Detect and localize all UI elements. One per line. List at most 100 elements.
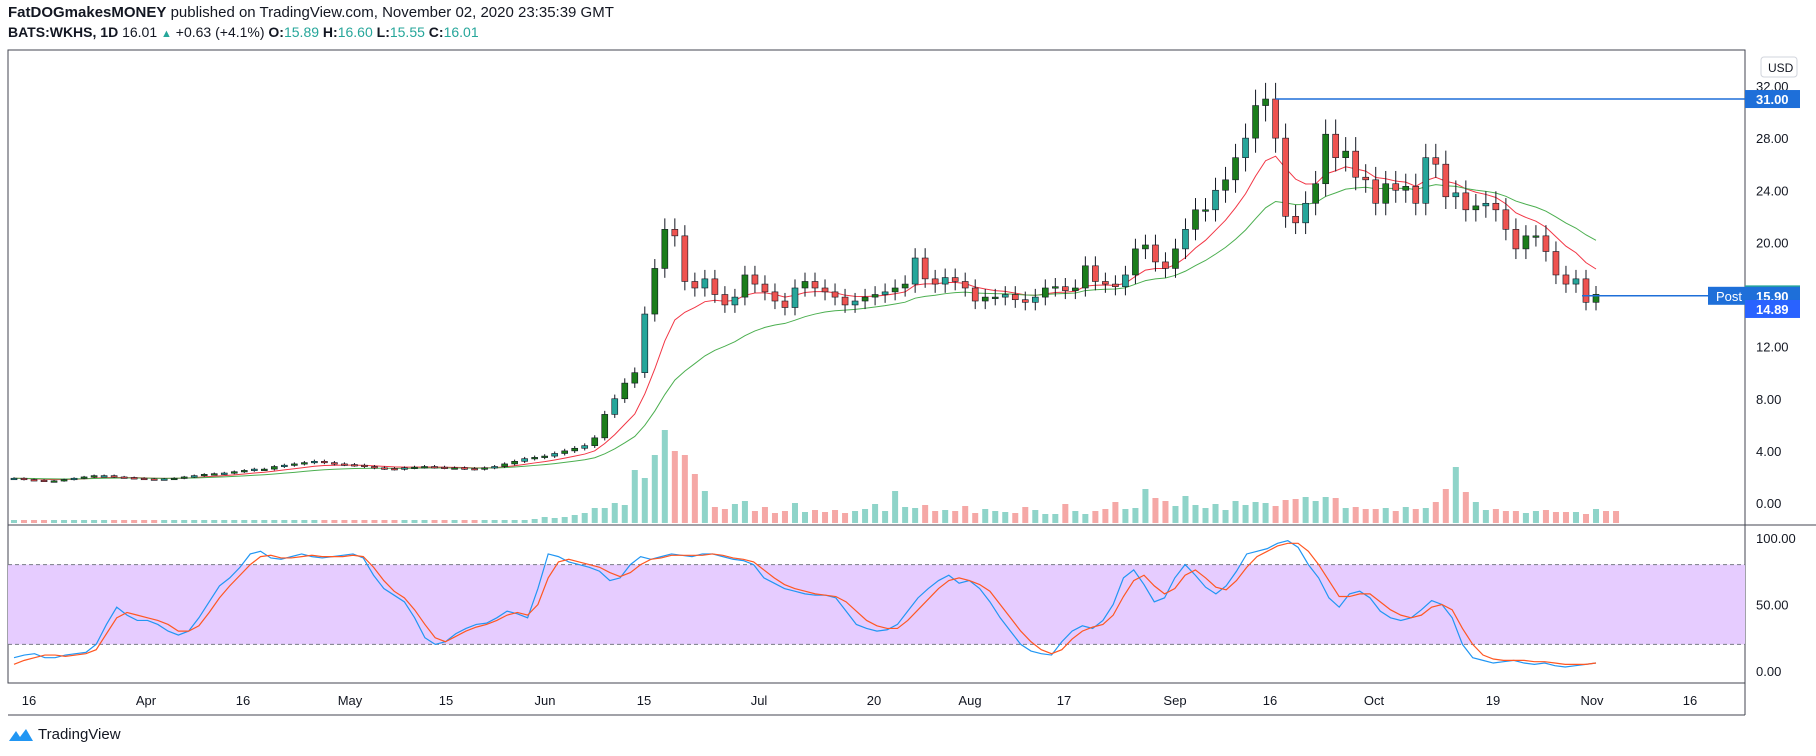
volume-bar	[1202, 508, 1209, 523]
candle	[421, 465, 428, 469]
time-tick-label: 16	[22, 693, 36, 708]
candle	[1042, 279, 1049, 306]
price-label-prev: 14.89	[1745, 299, 1800, 318]
volume-bar	[872, 504, 879, 523]
price-tick-label: 8.00	[1756, 392, 1781, 407]
price-label-box	[1745, 299, 1800, 318]
candle-body	[381, 467, 388, 470]
candle-body	[601, 414, 609, 439]
volume-bar	[1302, 497, 1309, 523]
volume-bar	[131, 520, 138, 523]
high-label: H:	[322, 24, 338, 40]
volume-bar	[962, 506, 969, 523]
candle	[1092, 256, 1099, 291]
candle	[311, 459, 318, 465]
candle-body	[100, 475, 108, 478]
candle-body	[230, 471, 238, 474]
candle-body	[981, 296, 989, 302]
volume-bar	[681, 455, 688, 523]
candle	[931, 269, 939, 293]
candle	[721, 286, 729, 313]
volume-bar	[121, 520, 128, 523]
candle-body	[771, 291, 779, 302]
stoch-band	[8, 564, 1745, 645]
candle	[651, 259, 659, 322]
author-name[interactable]: FatDOGmakesMONEY	[8, 4, 167, 21]
time-tick-label: Jul	[751, 693, 768, 708]
footer-brand[interactable]: TradingView	[8, 726, 121, 743]
candle	[1462, 180, 1470, 222]
candle	[1322, 119, 1329, 197]
candle	[1482, 191, 1490, 218]
volume-bar	[411, 520, 418, 523]
volume-bar	[862, 509, 869, 523]
candle	[981, 288, 989, 310]
volume-bar	[1262, 503, 1269, 523]
volume-bar	[621, 505, 628, 523]
candle	[471, 467, 478, 471]
volume-bar	[1212, 504, 1219, 523]
volume-bar	[341, 520, 348, 523]
candle	[1382, 170, 1390, 216]
volume-bar	[21, 520, 28, 523]
candle-body	[1242, 137, 1249, 158]
volume-bar	[1613, 511, 1620, 523]
price-tick-label: 12.00	[1756, 340, 1789, 355]
volume-bar	[1342, 508, 1349, 523]
volume-bar	[461, 520, 468, 523]
candle	[681, 225, 689, 291]
volume-bar	[601, 508, 608, 523]
candle-body	[991, 296, 999, 299]
candle	[911, 248, 919, 293]
candle	[210, 472, 218, 476]
candle-body	[1112, 283, 1119, 287]
candle	[691, 272, 699, 297]
candle	[631, 367, 639, 388]
candle	[140, 477, 148, 481]
stoch-tick-label: 0.00	[1756, 664, 1781, 679]
candle	[851, 292, 859, 313]
volume-bar	[932, 511, 939, 523]
volume-bar	[471, 520, 478, 523]
low-label: L:	[376, 24, 390, 40]
volume-bar	[1282, 500, 1289, 523]
candle-body	[351, 464, 358, 467]
candle	[571, 446, 579, 453]
candle	[150, 477, 158, 481]
candle-body	[341, 463, 348, 466]
candle	[1142, 234, 1149, 260]
candle-body	[1322, 133, 1329, 185]
volume-bar	[311, 520, 318, 523]
candle-body	[1422, 157, 1430, 204]
candle	[871, 286, 879, 306]
time-tick-label: Nov	[1580, 693, 1604, 708]
candle	[1442, 150, 1450, 210]
candle-body	[861, 296, 869, 302]
candle	[541, 454, 548, 460]
candle-body	[1162, 261, 1169, 269]
volume-bar	[361, 520, 368, 523]
candle-body	[1542, 235, 1550, 252]
volume-bar	[982, 509, 989, 523]
candle-body	[1282, 137, 1289, 217]
candle	[110, 474, 118, 478]
stoch-tick-label: 100.00	[1756, 531, 1796, 546]
volume-bar	[521, 520, 528, 523]
volume-bar	[1482, 510, 1489, 523]
candle-body	[321, 460, 328, 464]
last-price: 16.01	[122, 24, 158, 40]
candle-body	[591, 437, 599, 446]
candle-body	[1092, 265, 1099, 282]
candle	[921, 248, 929, 288]
volume-bar	[1402, 507, 1409, 523]
time-tick-label: 16	[1683, 693, 1697, 708]
time-tick-label: Apr	[136, 693, 157, 708]
candle-body	[271, 466, 278, 470]
volume-bar	[1152, 498, 1159, 523]
volume-bar	[1362, 509, 1369, 523]
volume-bar	[531, 519, 538, 523]
candle	[801, 272, 809, 297]
candle-body	[1502, 209, 1510, 230]
candle-body	[1562, 274, 1570, 285]
